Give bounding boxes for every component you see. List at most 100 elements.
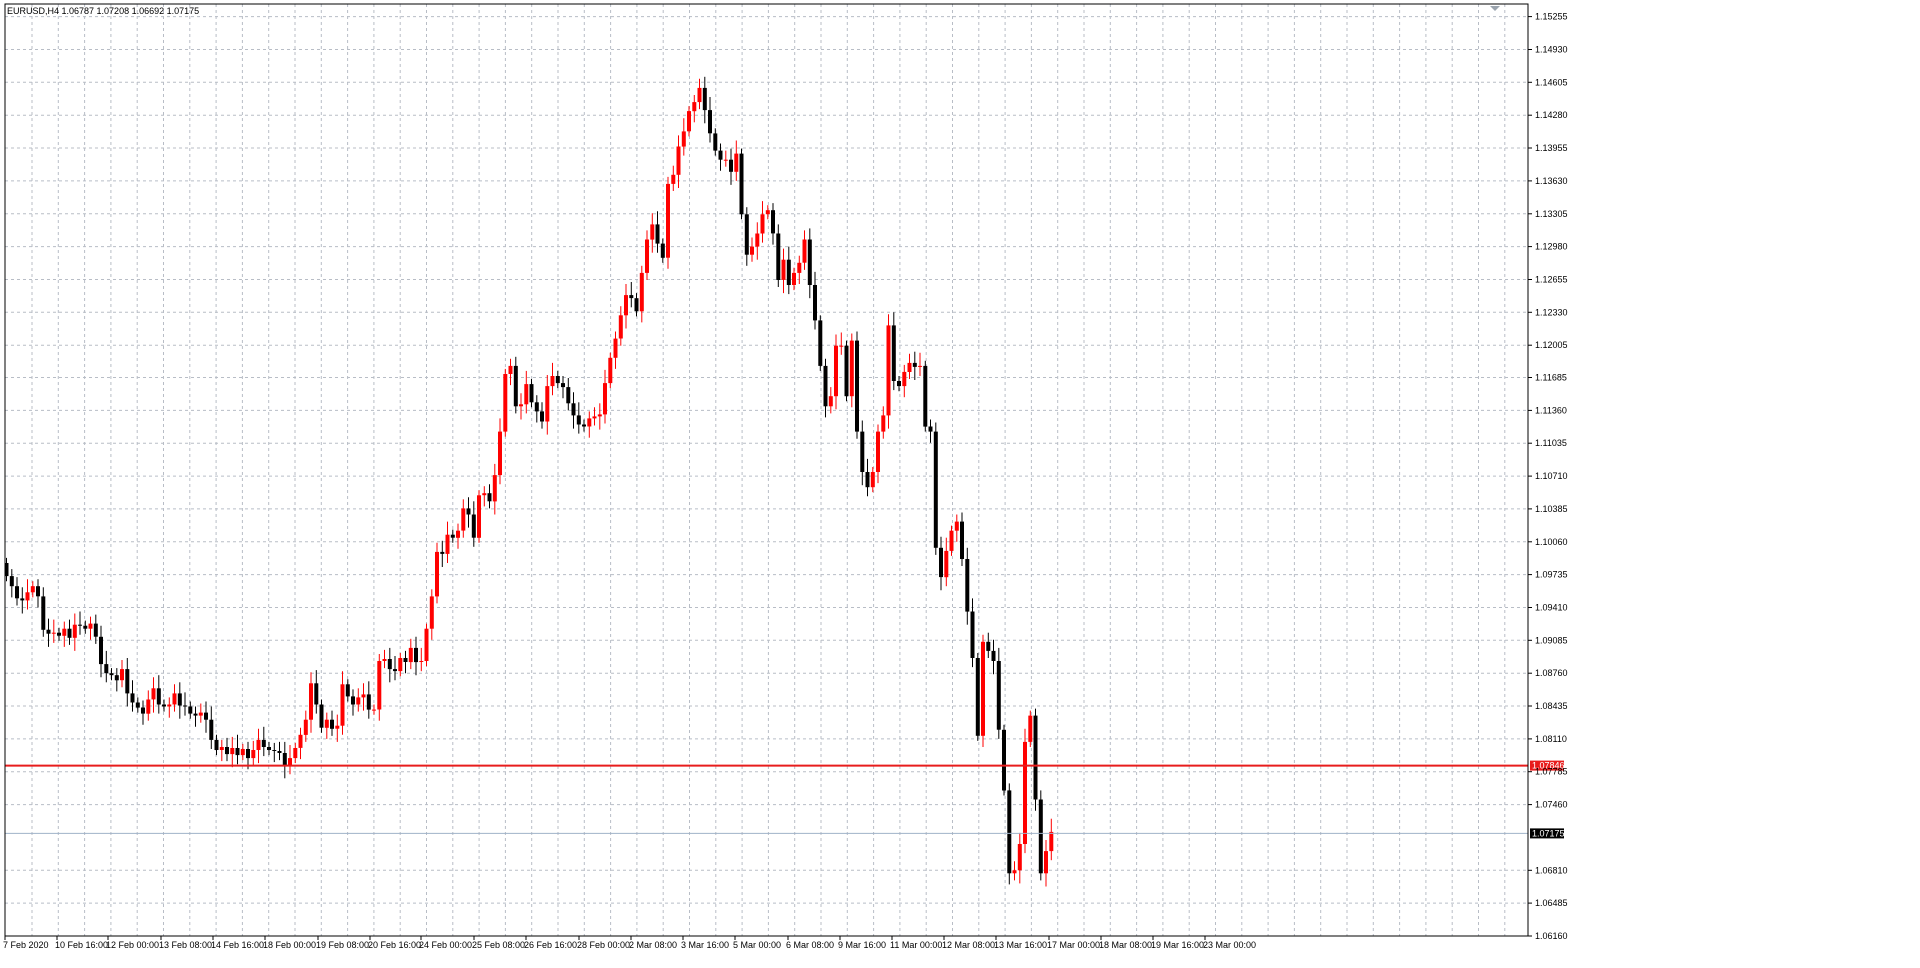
- bearish-candle[interactable]: [923, 360, 928, 432]
- bullish-candle[interactable]: [508, 358, 513, 386]
- bullish-candle[interactable]: [256, 728, 261, 764]
- bearish-candle[interactable]: [865, 458, 870, 497]
- bullish-candle[interactable]: [429, 589, 434, 640]
- bearish-candle[interactable]: [15, 577, 19, 606]
- bearish-candle[interactable]: [975, 653, 980, 741]
- bearish-candle[interactable]: [634, 293, 639, 317]
- bullish-candle[interactable]: [456, 523, 460, 549]
- bullish-candle[interactable]: [419, 647, 424, 672]
- bullish-candle[interactable]: [240, 743, 245, 761]
- bearish-candle[interactable]: [708, 97, 712, 143]
- bullish-candle[interactable]: [408, 638, 413, 670]
- bullish-candle[interactable]: [72, 613, 77, 651]
- bullish-candle[interactable]: [550, 362, 555, 396]
- bearish-candle[interactable]: [660, 238, 665, 263]
- bullish-candle[interactable]: [51, 619, 56, 643]
- bullish-candle[interactable]: [645, 230, 649, 280]
- bullish-candle[interactable]: [603, 369, 607, 424]
- bearish-candle[interactable]: [1002, 724, 1006, 796]
- bearish-candle[interactable]: [345, 679, 350, 702]
- bearish-candle[interactable]: [450, 529, 455, 543]
- bearish-candle[interactable]: [534, 395, 539, 423]
- bearish-candle[interactable]: [83, 620, 88, 634]
- bearish-candle[interactable]: [996, 647, 1001, 739]
- bullish-candle[interactable]: [288, 745, 292, 775]
- bearish-candle[interactable]: [860, 420, 865, 486]
- bullish-candle[interactable]: [1044, 840, 1048, 887]
- bearish-candle[interactable]: [566, 378, 571, 411]
- bullish-candle[interactable]: [755, 222, 760, 260]
- bearish-candle[interactable]: [561, 376, 565, 399]
- bearish-candle[interactable]: [156, 675, 161, 714]
- bullish-candle[interactable]: [503, 368, 508, 437]
- bearish-candle[interactable]: [330, 710, 334, 736]
- bullish-candle[interactable]: [587, 411, 592, 438]
- bullish-candle[interactable]: [592, 407, 597, 426]
- bullish-candle[interactable]: [167, 697, 172, 718]
- bearish-candle[interactable]: [729, 148, 733, 185]
- bearish-candle[interactable]: [897, 376, 901, 392]
- bearish-candle[interactable]: [67, 619, 72, 645]
- bullish-candle[interactable]: [676, 135, 681, 188]
- bearish-candle[interactable]: [46, 618, 51, 647]
- bearish-candle[interactable]: [114, 668, 119, 692]
- bullish-candle[interactable]: [398, 653, 403, 677]
- bearish-candle[interactable]: [214, 734, 219, 756]
- bearish-candle[interactable]: [414, 636, 418, 676]
- bullish-candle[interactable]: [382, 649, 387, 669]
- bearish-candle[interactable]: [939, 536, 943, 591]
- bullish-candle[interactable]: [293, 742, 298, 764]
- bearish-candle[interactable]: [1033, 708, 1038, 811]
- bearish-candle[interactable]: [193, 706, 198, 727]
- bullish-candle[interactable]: [230, 736, 235, 768]
- bearish-candle[interactable]: [540, 402, 544, 429]
- bearish-candle[interactable]: [933, 422, 938, 555]
- bearish-candle[interactable]: [571, 392, 576, 429]
- bullish-candle[interactable]: [981, 634, 985, 747]
- bearish-candle[interactable]: [272, 742, 277, 763]
- bearish-candle[interactable]: [912, 351, 917, 380]
- bullish-candle[interactable]: [146, 690, 151, 721]
- bearish-candle[interactable]: [1038, 790, 1043, 881]
- bullish-candle[interactable]: [545, 375, 550, 435]
- bullish-candle[interactable]: [650, 213, 655, 253]
- bullish-candle[interactable]: [792, 267, 796, 291]
- bullish-candle[interactable]: [671, 165, 676, 191]
- bullish-candle[interactable]: [639, 265, 644, 323]
- bullish-candle[interactable]: [881, 406, 886, 439]
- bullish-candle[interactable]: [613, 331, 618, 369]
- bullish-candle[interactable]: [687, 106, 691, 137]
- bullish-candle[interactable]: [907, 353, 912, 379]
- bearish-candle[interactable]: [891, 312, 896, 391]
- bullish-candle[interactable]: [797, 255, 802, 284]
- bullish-candle[interactable]: [88, 616, 93, 640]
- bearish-candle[interactable]: [965, 547, 970, 625]
- bearish-candle[interactable]: [78, 611, 82, 635]
- bullish-candle[interactable]: [461, 499, 466, 538]
- bullish-candle[interactable]: [309, 672, 313, 733]
- bearish-candle[interactable]: [403, 650, 408, 674]
- bullish-candle[interactable]: [828, 387, 833, 414]
- bearish-candle[interactable]: [776, 224, 781, 287]
- bullish-candle[interactable]: [876, 424, 880, 484]
- bullish-candle[interactable]: [834, 334, 838, 410]
- bearish-candle[interactable]: [393, 656, 397, 681]
- horizontal-lines[interactable]: 1.07846 1.07175: [5, 760, 1565, 839]
- bullish-candle[interactable]: [477, 490, 481, 543]
- bearish-candle[interactable]: [713, 128, 718, 156]
- bearish-candle[interactable]: [9, 569, 14, 598]
- bearish-candle[interactable]: [277, 741, 282, 761]
- bearish-candle[interactable]: [109, 668, 114, 681]
- bearish-candle[interactable]: [991, 639, 996, 675]
- bearish-candle[interactable]: [823, 358, 828, 418]
- bullish-candle[interactable]: [849, 333, 854, 408]
- bullish-candle[interactable]: [524, 370, 529, 414]
- bearish-candle[interactable]: [960, 512, 964, 567]
- bullish-candle[interactable]: [760, 201, 765, 243]
- bullish-candle[interactable]: [151, 677, 156, 713]
- bullish-candle[interactable]: [340, 671, 345, 735]
- bullish-candle[interactable]: [219, 739, 224, 762]
- bullish-candle[interactable]: [750, 237, 754, 262]
- bearish-candle[interactable]: [818, 315, 823, 371]
